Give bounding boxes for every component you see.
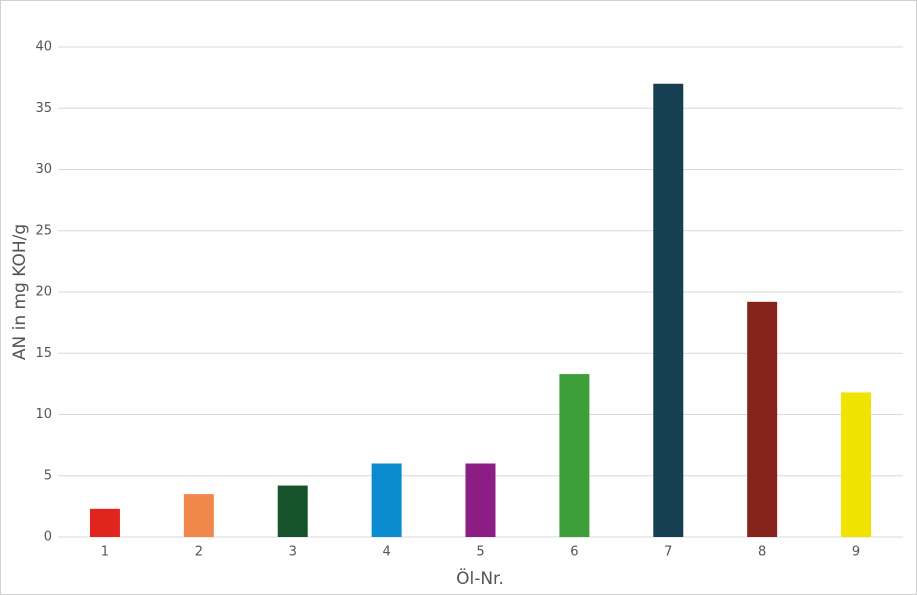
x-tick-label: 6 — [570, 545, 578, 560]
bar — [559, 374, 590, 537]
y-tick-label: 15 — [35, 346, 52, 361]
bar — [841, 392, 872, 537]
x-tick-label: 1 — [101, 545, 109, 560]
bar — [371, 463, 402, 537]
x-tick-label: 3 — [289, 545, 297, 560]
y-tick-label: 5 — [44, 468, 52, 483]
y-tick-label: 40 — [35, 40, 52, 55]
y-tick-label: 25 — [35, 223, 52, 238]
y-tick-label: 35 — [35, 101, 52, 116]
y-axis-title: AN in mg KOH/g — [10, 224, 30, 360]
bar — [183, 494, 214, 537]
x-tick-label: 5 — [476, 545, 484, 560]
bar — [653, 83, 684, 537]
x-axis-title: Öl-Nr. — [456, 567, 504, 589]
bar — [277, 485, 308, 537]
x-tick-label: 4 — [382, 545, 390, 560]
y-tick-label: 10 — [35, 407, 52, 422]
y-tick-label: 30 — [35, 162, 52, 177]
bar — [747, 301, 778, 537]
x-tick-label: 2 — [195, 545, 203, 560]
x-tick-label: 9 — [852, 545, 860, 560]
y-tick-label: 0 — [44, 530, 52, 545]
bar — [465, 463, 496, 537]
bar — [89, 508, 120, 537]
x-tick-label: 8 — [758, 545, 766, 560]
y-tick-label: 20 — [35, 285, 52, 300]
x-tick-label: 7 — [664, 545, 672, 560]
